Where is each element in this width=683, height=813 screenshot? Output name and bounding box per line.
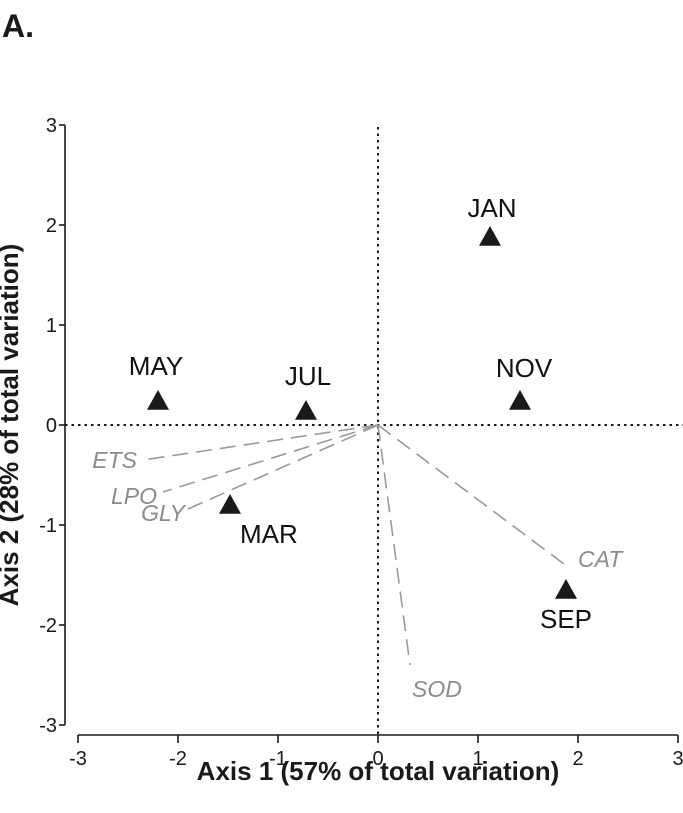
vector-gly <box>187 424 379 510</box>
vector-cat <box>377 424 569 568</box>
vector-ets <box>142 424 379 461</box>
vector-label-sod: SOD <box>412 676 462 702</box>
x-tick-label: -2 <box>169 748 187 770</box>
x-tick-label: 1 <box>472 748 483 770</box>
vector-sod <box>377 424 411 666</box>
vector-label-lpo: LPO <box>111 483 157 509</box>
y-tick-label: 1 <box>46 315 57 337</box>
vector-label-cat: CAT <box>578 546 624 572</box>
point-mar <box>219 494 241 514</box>
x-axis-title: Axis 1 (57% of total variation) <box>197 756 560 786</box>
point-label-nov: NOV <box>496 353 553 383</box>
vector-label-ets: ETS <box>92 447 137 473</box>
point-nov <box>509 390 531 410</box>
y-tick-label: -2 <box>39 615 57 637</box>
point-may <box>147 390 169 410</box>
point-label-sep: SEP <box>540 604 592 634</box>
point-sep <box>555 579 577 599</box>
point-label-may: MAY <box>129 351 183 381</box>
x-tick-label: -1 <box>269 748 287 770</box>
y-tick-label: 2 <box>46 215 57 237</box>
point-label-jul: JUL <box>285 361 331 391</box>
x-tick-label: -3 <box>69 748 87 770</box>
point-label-mar: MAR <box>240 519 298 549</box>
y-tick-label: -3 <box>39 715 57 737</box>
vector-lpo <box>162 424 379 493</box>
y-tick-label: 3 <box>46 115 57 137</box>
point-jan <box>479 226 501 246</box>
x-tick-label: 2 <box>572 748 583 770</box>
reference-lines <box>65 127 683 735</box>
vector-label-gly: GLY <box>141 500 187 526</box>
y-tick-label: -1 <box>39 515 57 537</box>
x-tick-label: 0 <box>372 748 383 770</box>
point-label-jan: JAN <box>467 193 516 223</box>
y-tick-label: 0 <box>46 415 57 437</box>
data-points: JAN NOV MAY JUL MAR SEP <box>129 193 592 634</box>
axes: 3 2 1 0 -1 -2 -3 -3 -2 -1 0 1 2 3 <box>39 115 683 770</box>
point-jul <box>295 400 317 420</box>
panel-label: A. <box>2 8 34 44</box>
x-tick-label: 3 <box>672 748 683 770</box>
y-axis-title: Axis 2 (28% of total variation) <box>0 244 24 607</box>
